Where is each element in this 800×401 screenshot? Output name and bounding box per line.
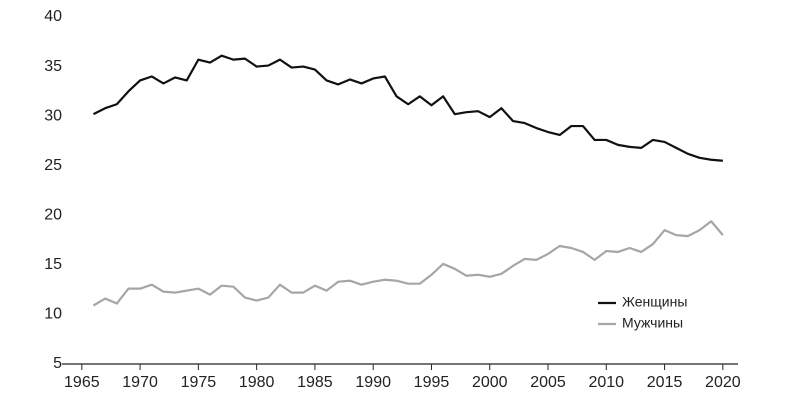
- y-tick-label: 40: [44, 8, 62, 25]
- y-tick-label: 25: [44, 157, 62, 174]
- x-tick-label: 1970: [122, 374, 158, 391]
- x-tick-label: 1985: [297, 374, 333, 391]
- x-tick-label: 1995: [414, 374, 450, 391]
- y-tick-label: 30: [44, 107, 62, 124]
- y-tick-label: 10: [44, 306, 62, 323]
- x-tick-label: 1990: [355, 374, 391, 391]
- legend-label: Мужчины: [622, 315, 683, 331]
- x-tick-label: 2000: [472, 374, 508, 391]
- x-tick-label: 2020: [705, 374, 741, 391]
- y-tick-label: 15: [44, 256, 62, 273]
- x-tick-label: 1965: [64, 374, 100, 391]
- x-tick-label: 2010: [588, 374, 624, 391]
- x-tick-label: 2015: [647, 374, 683, 391]
- legend-label: Женщины: [622, 294, 687, 310]
- x-tick-label: 2005: [530, 374, 566, 391]
- series-line: [92, 220, 724, 307]
- x-tick-label: 1980: [239, 374, 275, 391]
- y-tick-label: 5: [53, 355, 62, 372]
- x-tick-label: 1975: [181, 374, 217, 391]
- series-line: [92, 54, 723, 162]
- y-tick-label: 20: [44, 207, 62, 224]
- y-tick-label: 35: [44, 58, 62, 75]
